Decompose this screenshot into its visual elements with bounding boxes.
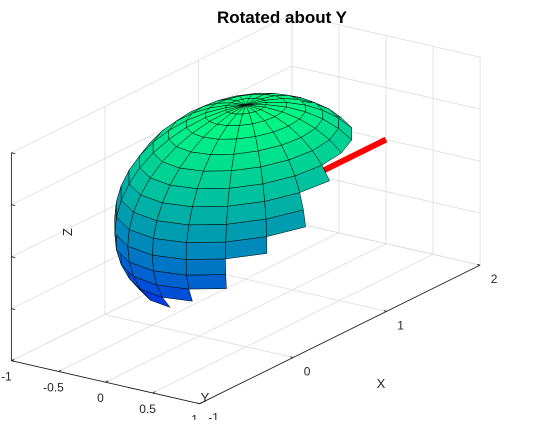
floor-grid-line	[105, 243, 387, 383]
sphere-face	[188, 205, 228, 226]
y-tick-mark	[199, 401, 203, 405]
sphere-face	[186, 274, 227, 290]
y-tick-label: -0.5	[43, 380, 64, 394]
back-wall-grid-line	[11, 65, 293, 206]
z-tick-mark	[11, 152, 16, 155]
y-tick-mark	[105, 380, 109, 383]
x-tick-label: 1	[397, 318, 404, 332]
y-tick-mark	[58, 369, 62, 372]
x-axis-label: X	[377, 376, 386, 391]
y-tick-mark	[152, 391, 156, 394]
y-tick-label: 0.5	[139, 402, 156, 416]
z-tick-mark	[11, 256, 16, 259]
sphere-face	[152, 130, 170, 154]
y-axis-label: Y	[201, 390, 210, 405]
side-wall-grid-line	[291, 13, 481, 58]
z-axis-label: Z	[60, 228, 75, 236]
sphere-face	[185, 258, 226, 276]
x-tick-mark	[477, 264, 481, 266]
side-wall-grid-line	[291, 65, 481, 110]
z-tick-mark	[11, 308, 16, 311]
z-tick-label: 1	[0, 146, 1, 160]
axis-layer	[10, 152, 481, 405]
floor-grid-line	[152, 253, 434, 394]
floor-grid-line	[58, 232, 340, 372]
x-tick-label: 0	[304, 365, 311, 379]
sphere-face	[186, 224, 227, 243]
sphere-layer	[114, 93, 353, 308]
z-tick-mark	[11, 360, 16, 363]
z-tick-label: 0	[0, 250, 1, 264]
x-tick-label: -1	[208, 411, 219, 420]
y-tick-label: 1	[191, 413, 198, 420]
x-tick-mark	[383, 310, 387, 312]
tick-layer: -1 0 1 2 -1 -0.5 0 0.5 1 -1 -0.5 0 0.5 1	[0, 146, 498, 425]
z-tick-label: 0.5	[0, 198, 1, 212]
x-axis-line	[199, 264, 481, 405]
sphere-face	[185, 241, 226, 260]
sphere-face	[192, 187, 230, 208]
chart-title: Rotated about Y	[217, 8, 348, 27]
z-tick-label: -0.5	[0, 302, 1, 316]
z-tick-mark	[11, 204, 16, 207]
y-tick-label: 0	[97, 391, 104, 405]
side-wall-grid-line	[291, 221, 481, 266]
sphere-face	[233, 136, 259, 155]
y-tick-label: -1	[1, 370, 12, 384]
x-tick-mark	[196, 402, 200, 405]
z-tick-label: -1	[0, 354, 1, 368]
x-tick-label: 2	[491, 272, 498, 286]
back-wall-grid-line	[11, 13, 293, 154]
x-tick-mark	[290, 356, 294, 358]
